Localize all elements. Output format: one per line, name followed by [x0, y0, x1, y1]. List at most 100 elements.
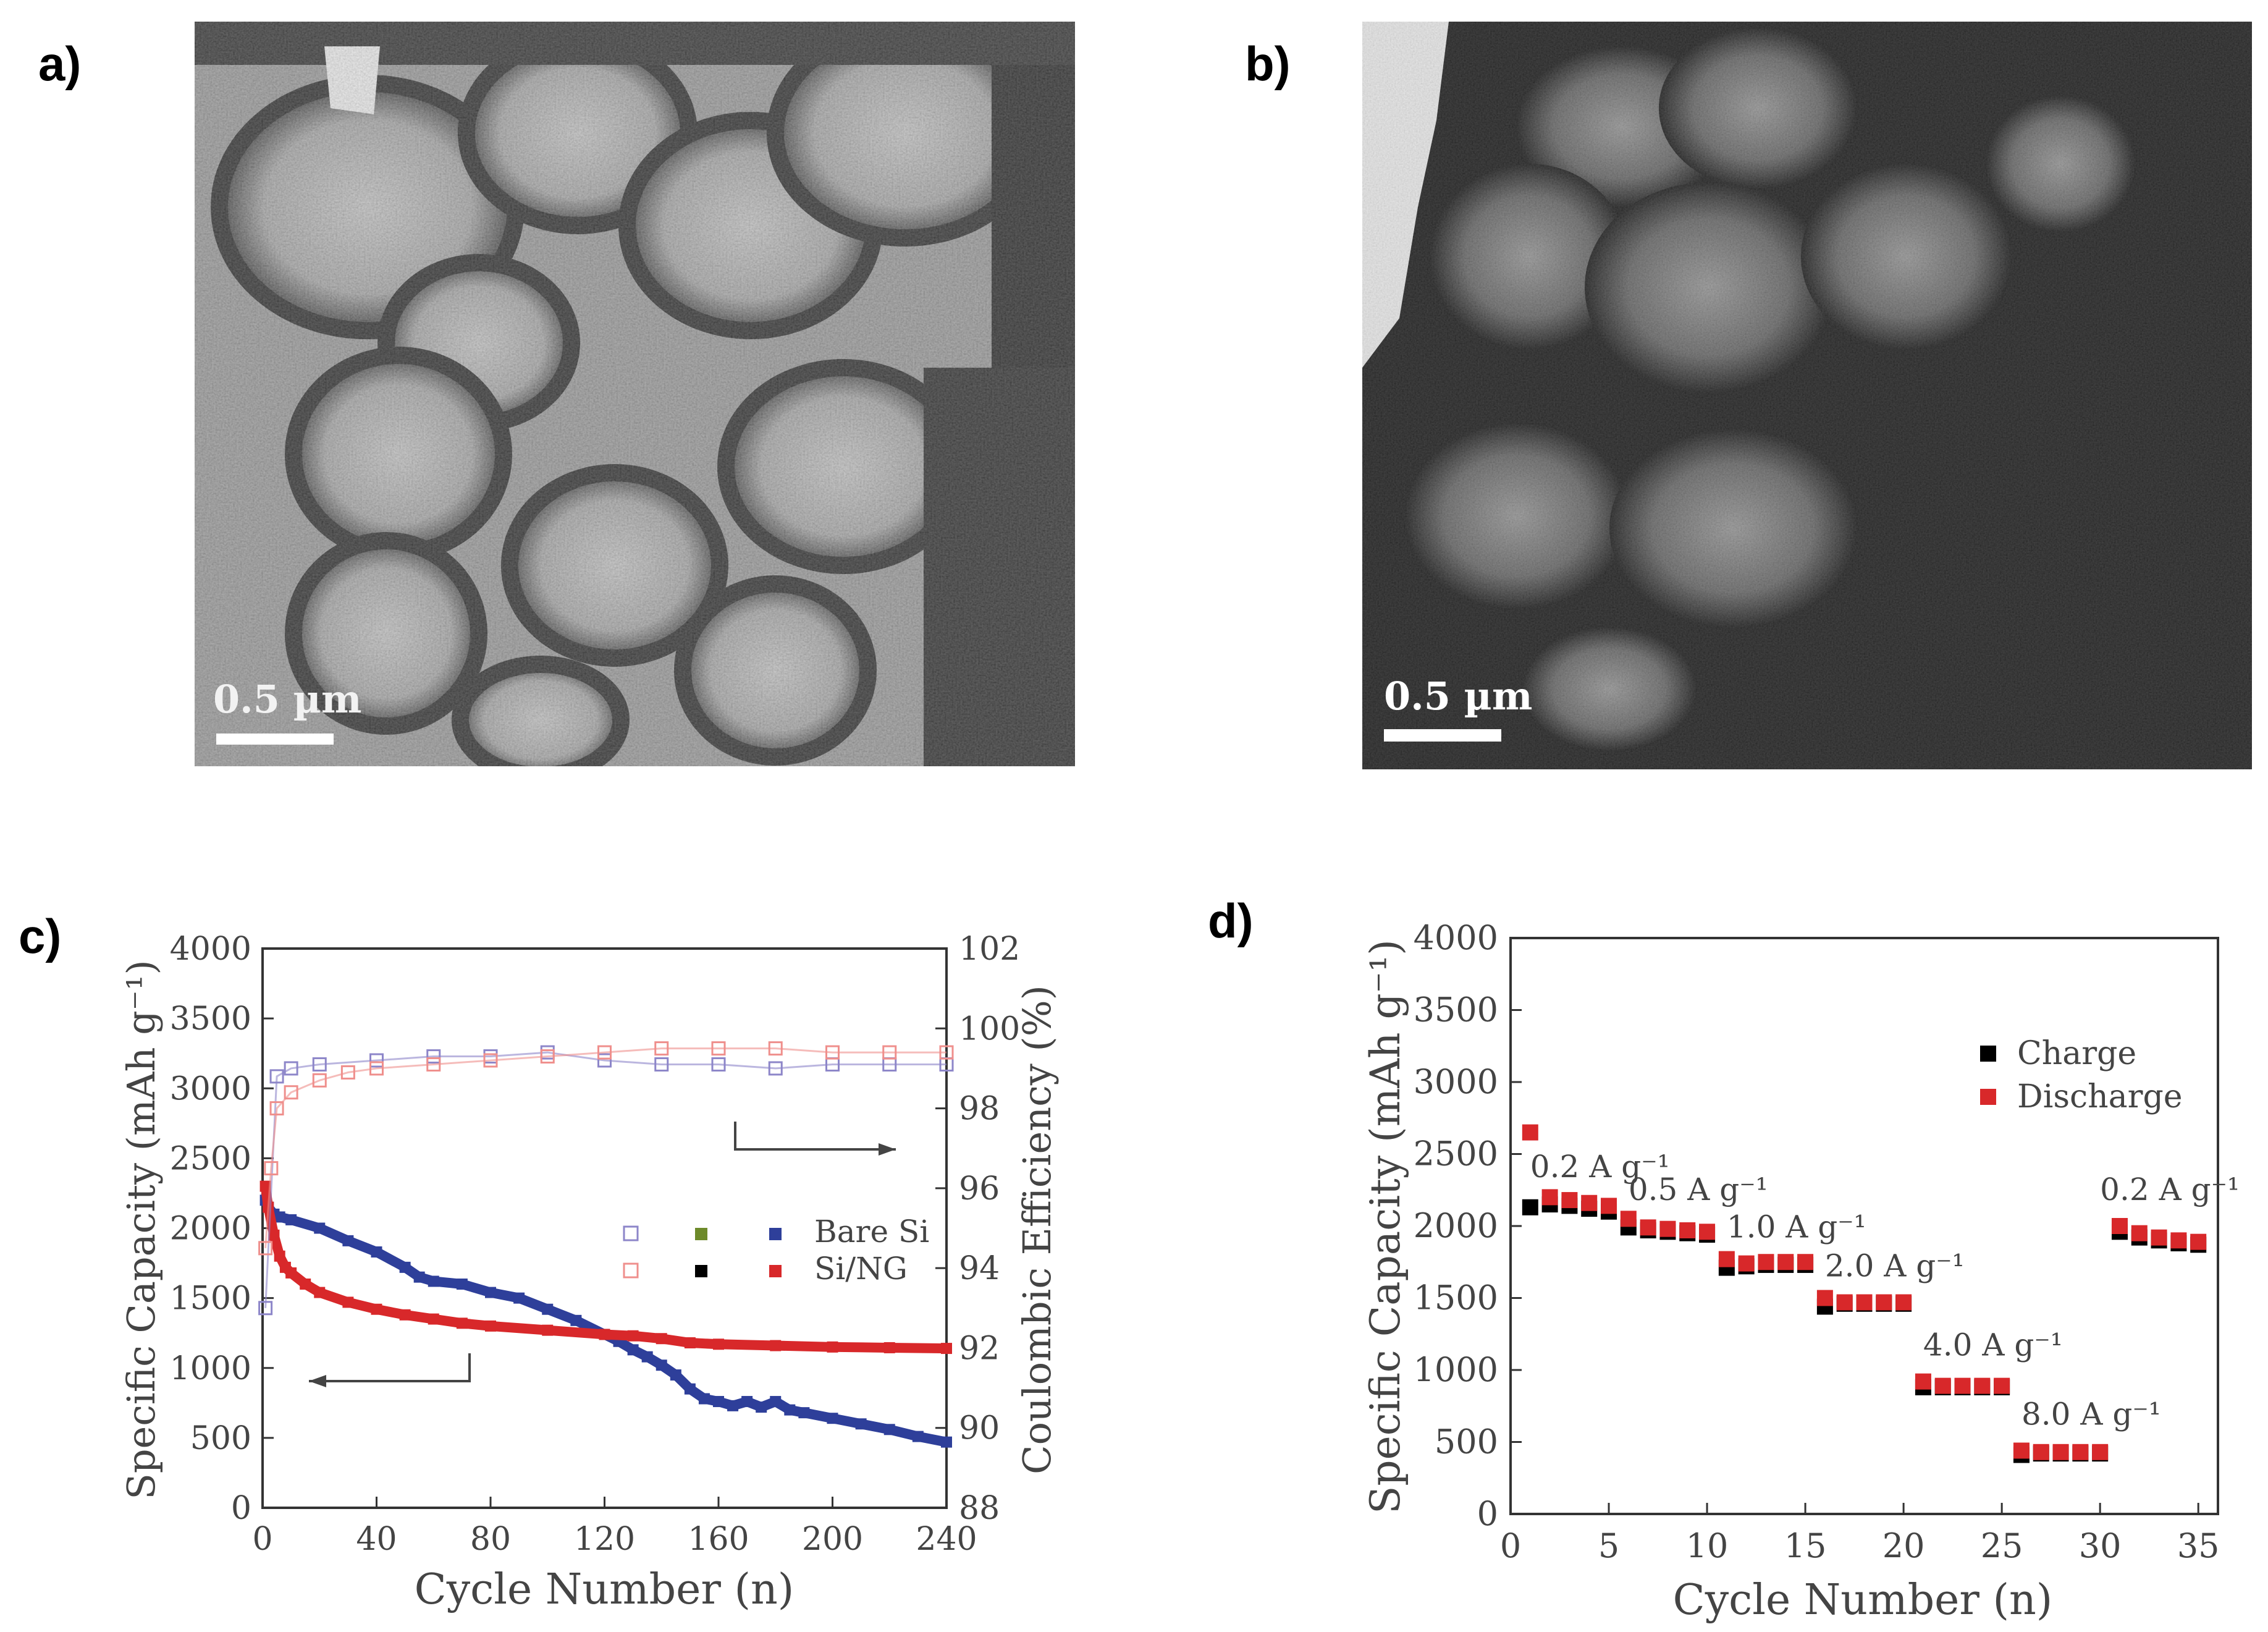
tem-image-b: 0.5 µm — [1362, 22, 2252, 769]
data-point-si-ng — [285, 1267, 297, 1279]
data-point-bare-si — [684, 1383, 696, 1395]
data-point-discharge — [2190, 1233, 2207, 1250]
panel-label-b: b) — [1245, 36, 1291, 91]
data-point-bare-si — [827, 1413, 838, 1424]
data-point-si-ng — [656, 1333, 667, 1345]
data-point-charge — [1541, 1196, 1558, 1213]
data-point-si-ng-ce — [711, 1041, 726, 1056]
data-point-charge — [1522, 1199, 1538, 1216]
data-point-bare-si — [513, 1292, 525, 1304]
data-point-discharge — [2170, 1232, 2187, 1249]
data-point-bare-si — [599, 1329, 610, 1340]
x-tick-label-c: 80 — [470, 1521, 511, 1558]
data-point-discharge — [2072, 1444, 2089, 1460]
x-tick-label-d: 25 — [1981, 1526, 2023, 1565]
data-point-discharge — [2151, 1229, 2167, 1246]
y-tick-label-c: 0 — [231, 1490, 251, 1527]
data-point-bare-si-ce — [768, 1061, 783, 1076]
data-point-charge — [1738, 1258, 1755, 1275]
data-point-charge — [1718, 1259, 1735, 1276]
rate-annotation: 8.0 A g⁻¹ — [2021, 1397, 2161, 1432]
y-right-tick-label-c: 92 — [959, 1330, 1000, 1367]
y-tick-label-d: 3000 — [1414, 1062, 1498, 1101]
data-point-si-ng-ce — [825, 1045, 840, 1060]
scale-bar-a — [216, 734, 334, 745]
data-point-si-ng — [263, 1201, 274, 1213]
legend-bare-si-marker — [769, 1228, 782, 1240]
data-point-bare-si-ce — [825, 1057, 840, 1072]
y-tick-label-c: 3000 — [170, 1070, 251, 1107]
tem-micrograph-b — [1362, 22, 2252, 769]
x-tick-label-c: 120 — [574, 1521, 635, 1558]
y-right-tick-label-c: 94 — [959, 1250, 1000, 1287]
scale-bar-b — [1384, 729, 1501, 742]
data-point-bare-si — [613, 1335, 625, 1347]
legend-bare-si-ce-marker — [623, 1225, 639, 1241]
data-point-si-ng — [485, 1320, 496, 1332]
data-point-si-ng-ce — [369, 1061, 384, 1076]
data-point-charge — [2131, 1229, 2148, 1246]
legend-c: Bare Si Si/NG — [623, 1214, 929, 1287]
data-point-discharge — [1856, 1294, 1873, 1311]
scale-label-a: 0.5 µm — [213, 677, 362, 722]
legend-si-ng-ce-marker — [623, 1262, 639, 1279]
data-point-charge — [1934, 1379, 1951, 1395]
data-point-discharge — [1836, 1294, 1853, 1311]
y-tick-label-c: 1500 — [170, 1280, 251, 1317]
data-point-si-ng-ce — [258, 1241, 273, 1256]
data-point-bare-si — [912, 1431, 924, 1442]
y-tick-label-d: 4000 — [1414, 918, 1498, 957]
data-point-si-ng — [259, 1180, 271, 1192]
data-point-bare-si — [259, 1194, 271, 1206]
y-tick-label-d: 2000 — [1414, 1206, 1498, 1245]
data-point-charge — [2092, 1445, 2109, 1462]
data-point-discharge — [1699, 1224, 1716, 1240]
y-tick-label-c: 3500 — [170, 1000, 251, 1038]
x-tick-label-d: 35 — [2177, 1526, 2220, 1565]
legend-charge-marker — [1980, 1046, 1996, 1062]
data-point-charge — [1836, 1295, 1853, 1312]
rate-annotation: 0.5 A g⁻¹ — [1629, 1172, 1768, 1207]
rate-annotation: 4.0 A g⁻¹ — [1923, 1327, 2063, 1363]
data-point-charge — [1758, 1256, 1774, 1273]
data-point-discharge — [1954, 1377, 1971, 1394]
rate-annotation: 0.2 A g⁻¹ — [2100, 1172, 2240, 1207]
arrow-right-c — [734, 1122, 896, 1151]
data-point-bare-si-ce — [540, 1045, 555, 1060]
data-point-discharge — [2092, 1444, 2109, 1460]
data-point-si-ng-ce — [312, 1073, 327, 1088]
data-point-si-ng-ce — [284, 1085, 298, 1100]
data-point-bare-si — [314, 1222, 326, 1234]
data-point-bare-si — [428, 1275, 439, 1287]
y-axis-label-d: Specific Capacity (mAh g⁻¹) — [1362, 939, 1409, 1514]
y-tick-label-c: 500 — [190, 1420, 251, 1457]
tem-image-a: 0.5 µm — [195, 22, 1075, 766]
y-right-tick-label-c: 96 — [959, 1170, 1000, 1207]
data-point-charge — [1679, 1225, 1696, 1241]
data-point-bare-si — [542, 1303, 554, 1315]
data-point-discharge — [1895, 1294, 1912, 1311]
x-tick-label-c: 0 — [252, 1521, 272, 1558]
data-point-bare-si — [399, 1261, 411, 1273]
data-point-bare-si — [263, 1201, 274, 1213]
data-point-bare-si — [941, 1436, 952, 1448]
data-point-charge — [2190, 1237, 2207, 1253]
data-point-charge — [1620, 1219, 1637, 1236]
data-point-si-ng-ce — [540, 1049, 555, 1064]
x-axis-label-c: Cycle Number (n) — [415, 1565, 795, 1614]
data-point-bare-si — [670, 1369, 681, 1381]
data-point-discharge — [1522, 1124, 1538, 1141]
y-tick-label-c: 2500 — [170, 1140, 251, 1177]
data-point-bare-si-ce — [882, 1057, 897, 1072]
data-point-discharge — [1994, 1377, 2010, 1394]
data-point-bare-si — [855, 1418, 867, 1430]
plot-frame-d — [1509, 937, 2219, 1515]
y-tick-label-d: 2500 — [1414, 1135, 1498, 1173]
data-point-bare-si — [641, 1351, 653, 1363]
data-point-bare-si-ce — [269, 1069, 284, 1084]
data-point-discharge — [1738, 1255, 1755, 1272]
arrow-left-c — [309, 1353, 471, 1382]
data-point-charge — [1699, 1226, 1716, 1243]
data-point-si-ng — [268, 1229, 280, 1241]
y-right-tick-label-c: 98 — [959, 1091, 1000, 1128]
